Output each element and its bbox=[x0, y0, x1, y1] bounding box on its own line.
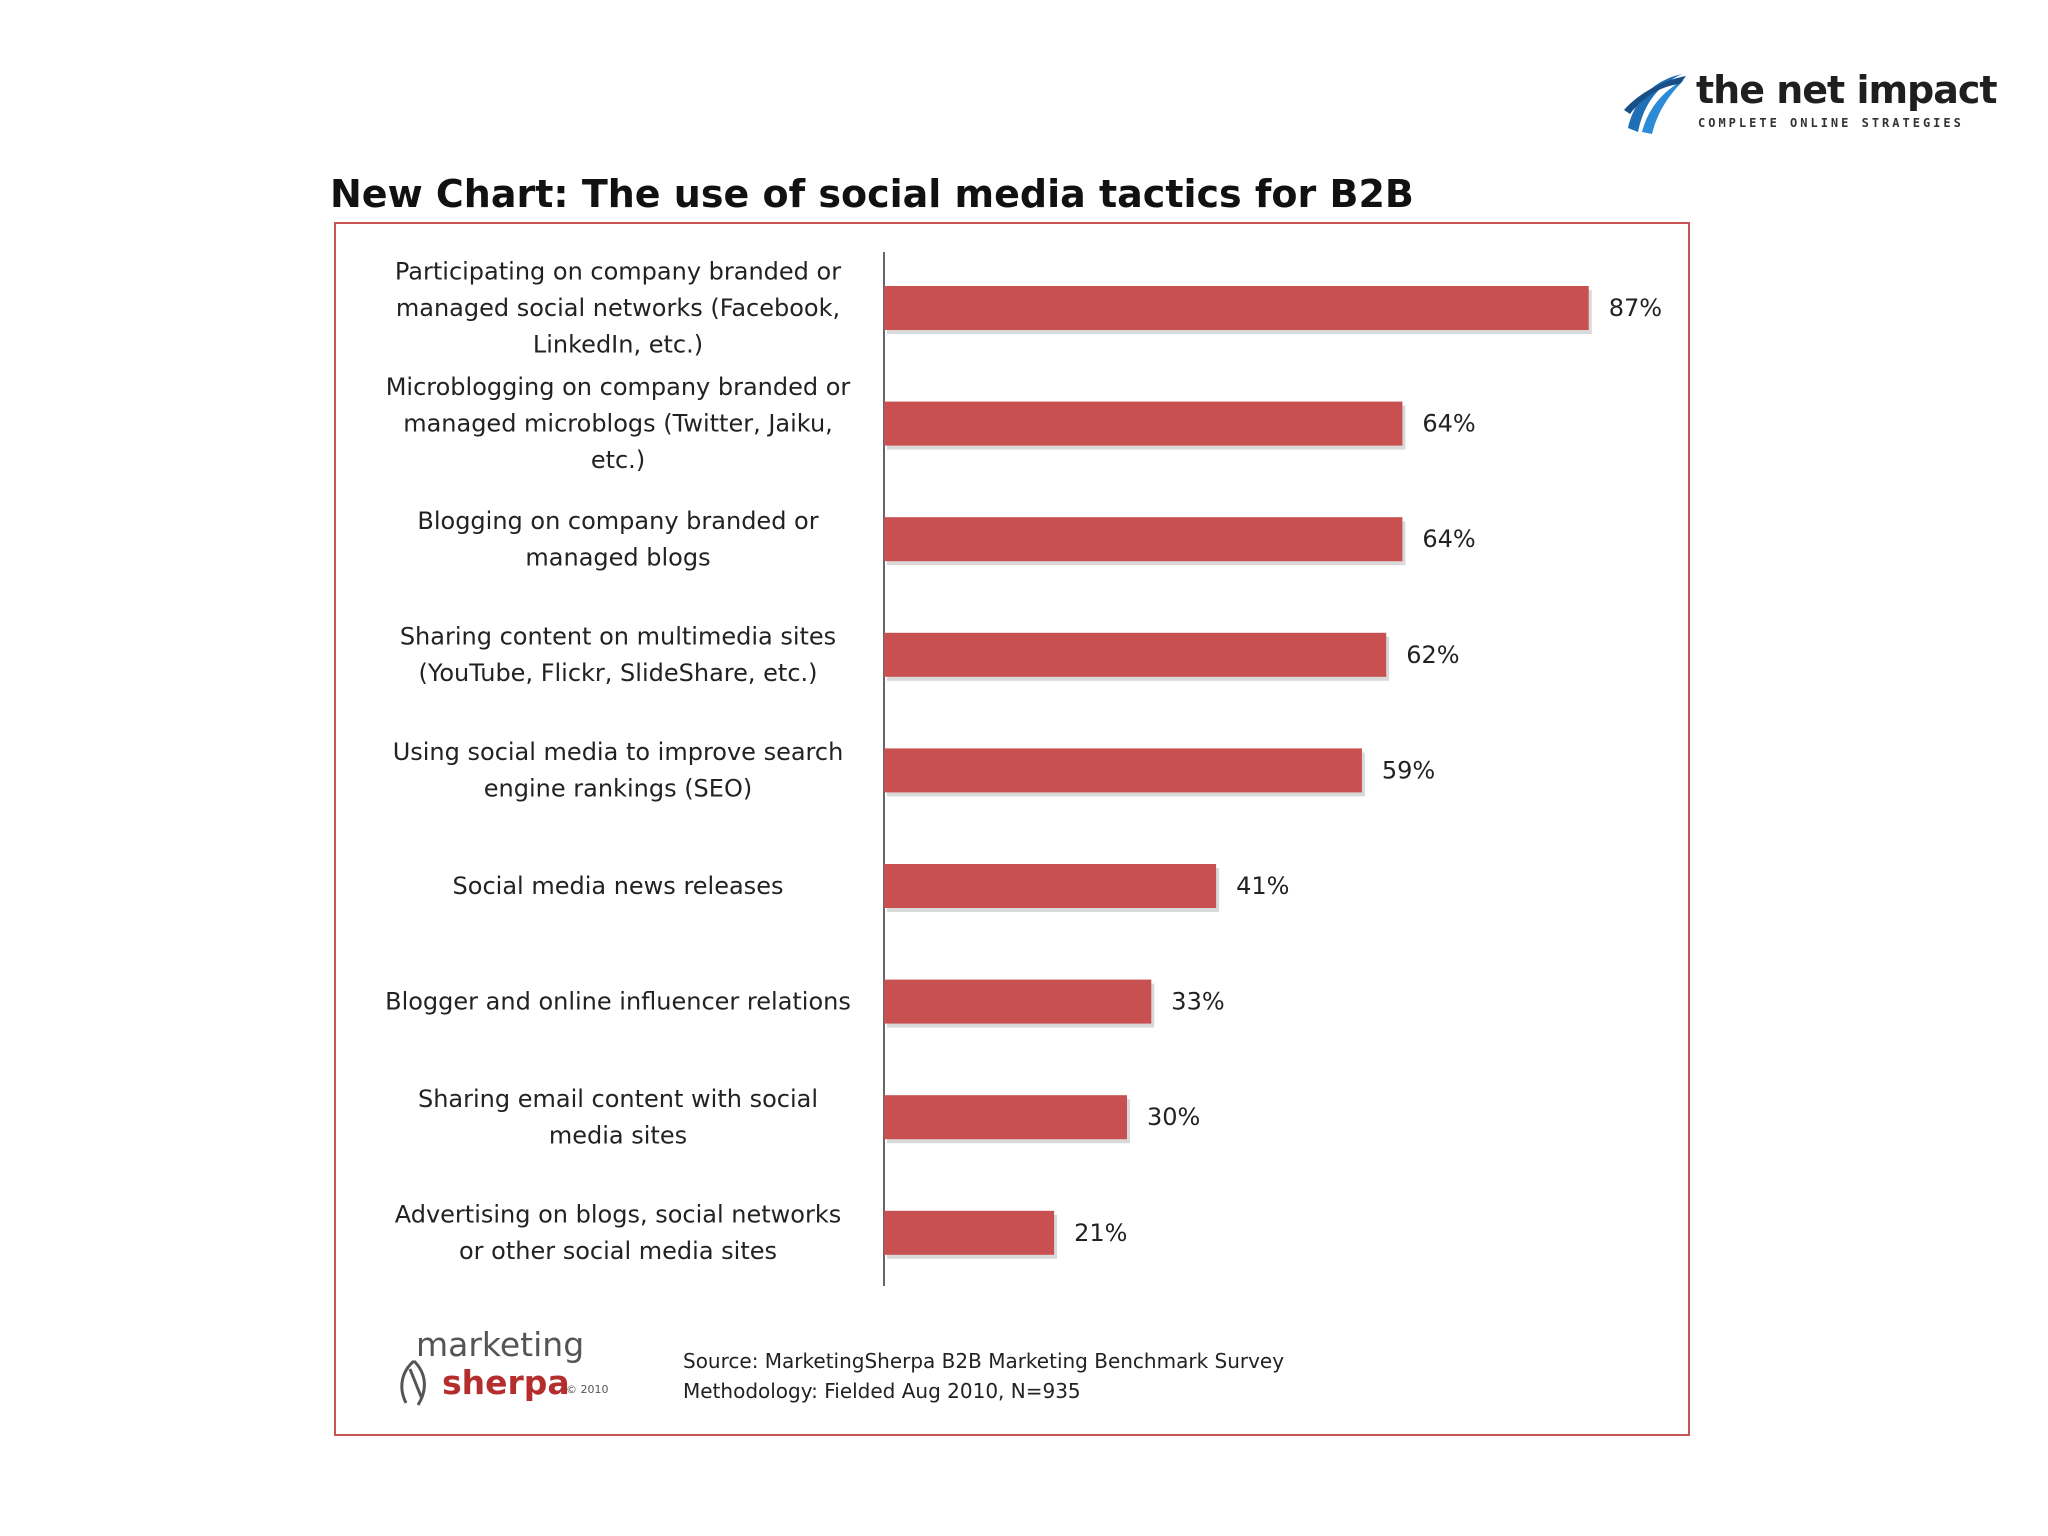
source-line: Source: MarketingSherpa B2B Marketing Be… bbox=[683, 1349, 1285, 1373]
category-label-line: etc.) bbox=[591, 446, 645, 474]
source-note: Source: MarketingSherpa B2B Marketing Be… bbox=[683, 1346, 1284, 1406]
bar bbox=[884, 979, 1152, 1024]
value-label: 30% bbox=[1147, 1103, 1200, 1131]
bar bbox=[884, 748, 1362, 793]
chart-title: New Chart: The use of social media tacti… bbox=[330, 172, 1414, 216]
bar bbox=[884, 286, 1589, 330]
category-label-line: managed blogs bbox=[525, 543, 710, 571]
category-label-line: Advertising on blogs, social networks bbox=[395, 1201, 842, 1229]
category-label: Blogging on company branded or managed bl… bbox=[417, 507, 818, 572]
category-label-line: engine rankings (SEO) bbox=[484, 775, 752, 803]
bar bbox=[884, 864, 1217, 908]
category-label: Sharing content on multimedia sites (YouT… bbox=[400, 623, 836, 688]
category-label-line: LinkedIn, etc.) bbox=[533, 331, 703, 359]
value-label: 87% bbox=[1609, 294, 1662, 322]
value-label: 59% bbox=[1382, 756, 1435, 784]
value-label: 41% bbox=[1236, 872, 1289, 900]
category-label: Advertising on blogs, social networks or … bbox=[395, 1201, 842, 1266]
bar bbox=[884, 632, 1387, 677]
bar bbox=[884, 401, 1403, 446]
category-label-line: Blogging on company branded or bbox=[417, 507, 818, 535]
category-label-line: media sites bbox=[549, 1121, 687, 1149]
logo-tagline: COMPLETE ONLINE STRATEGIES bbox=[1698, 116, 1964, 130]
category-label: Participating on company branded or manag… bbox=[395, 258, 841, 359]
category-label-line: Sharing content on multimedia sites bbox=[400, 623, 836, 651]
category-label-line: or other social media sites bbox=[459, 1237, 777, 1265]
bar bbox=[884, 517, 1403, 562]
net-impact-logo: the net impact COMPLETE ONLINE STRATEGIE… bbox=[1620, 68, 2030, 140]
value-label: 21% bbox=[1074, 1219, 1127, 1247]
logo-name: the net impact bbox=[1696, 68, 1998, 112]
category-label-line: Sharing email content with social bbox=[418, 1085, 818, 1113]
sherpa-logo-line1: marketing bbox=[416, 1325, 585, 1364]
sherpa-figure-icon bbox=[400, 1359, 426, 1406]
bar bbox=[884, 1210, 1055, 1255]
bar bbox=[884, 1095, 1127, 1140]
chart-frame: 87% Participating on company branded or ma… bbox=[334, 222, 1690, 1436]
category-label: Blogger and online influencer relations bbox=[385, 988, 851, 1016]
sherpa-copyright: © 2010 bbox=[566, 1383, 609, 1396]
value-label: 33% bbox=[1171, 988, 1224, 1016]
sherpa-logo-line2: sherpa bbox=[442, 1363, 570, 1402]
methodology-line: Methodology: Fielded Aug 2010, N=935 bbox=[683, 1379, 1081, 1403]
category-label-line: managed microblogs (Twitter, Jaiku, bbox=[403, 410, 833, 438]
category-label: Microblogging on company branded or manag… bbox=[386, 373, 851, 474]
category-label-line: Microblogging on company branded or bbox=[386, 373, 851, 401]
value-label: 62% bbox=[1406, 641, 1459, 669]
category-label-line: managed social networks (Facebook, bbox=[396, 294, 840, 322]
category-label: Social media news releases bbox=[453, 872, 784, 900]
category-label-line: Using social media to improve search bbox=[393, 738, 844, 766]
category-label: Using social media to improve search engi… bbox=[393, 738, 844, 803]
swoosh-logo-icon bbox=[1624, 74, 1686, 134]
category-label-line: (YouTube, Flickr, SlideShare, etc.) bbox=[418, 659, 817, 687]
value-label: 64% bbox=[1422, 410, 1475, 438]
bar-chart: 87% Participating on company branded or ma… bbox=[385, 252, 1662, 1286]
value-label: 64% bbox=[1422, 525, 1475, 553]
category-label-line: Blogger and online influencer relations bbox=[385, 988, 851, 1016]
category-label-line: Participating on company branded or bbox=[395, 258, 841, 286]
category-label: Sharing email content with social media s… bbox=[418, 1085, 818, 1150]
marketingsherpa-logo: marketing sherpa © 2010 bbox=[388, 1325, 648, 1415]
category-label-line: Social media news releases bbox=[453, 872, 784, 900]
